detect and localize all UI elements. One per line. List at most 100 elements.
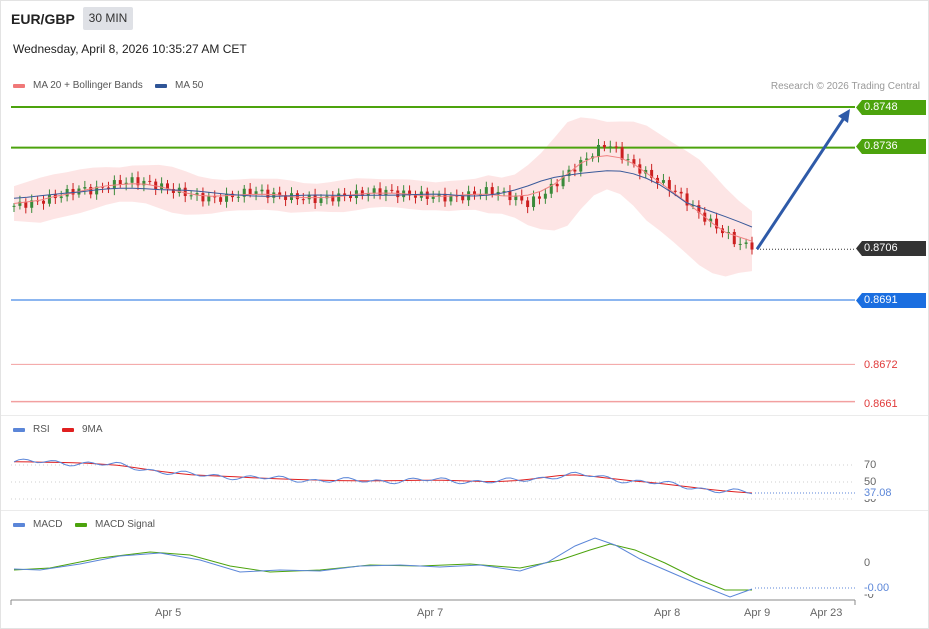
support-1-tag: 0.8691 xyxy=(856,293,926,308)
candle-body xyxy=(543,193,547,199)
candle-body xyxy=(502,191,506,193)
x-tick-apr8: Apr 8 xyxy=(654,607,681,619)
candle-body xyxy=(715,218,719,229)
legend-rsi-ma: 9MA xyxy=(62,424,103,435)
candle-body xyxy=(413,195,417,198)
macd-level-lower: -0 xyxy=(864,589,874,601)
support-3-label: 0.8661 xyxy=(864,398,898,410)
candle-body xyxy=(83,187,87,189)
candle-body xyxy=(130,177,134,183)
candle-body xyxy=(561,176,565,187)
candle-body xyxy=(284,195,288,200)
legend-macd-signal: MACD Signal xyxy=(75,519,155,530)
x-tick-apr9: Apr 9 xyxy=(744,607,771,619)
legend-rsi-label: RSI xyxy=(33,424,50,435)
legend-rsi: RSI xyxy=(13,424,50,435)
candle-body xyxy=(189,195,193,197)
candle-body xyxy=(526,200,530,208)
candle-body xyxy=(697,205,701,213)
candle-body xyxy=(449,195,453,202)
chart-datetime: Wednesday, April 8, 2026 10:35:27 AM CET xyxy=(13,42,247,56)
candle-body xyxy=(679,191,683,194)
candle-body xyxy=(484,187,488,195)
candle-body xyxy=(47,194,51,204)
candle-body xyxy=(738,243,742,245)
candle-body xyxy=(160,183,164,190)
candle-body xyxy=(201,193,205,202)
candle-body xyxy=(59,196,63,199)
candle-body xyxy=(602,144,606,148)
projection-arrow-head xyxy=(838,109,850,123)
candle-body xyxy=(632,159,636,165)
candle-body xyxy=(490,187,494,195)
candle-body xyxy=(313,194,317,204)
macd-value-label: -0.00 xyxy=(864,582,890,594)
candle-body xyxy=(443,193,447,202)
rsi-level-70: 70 xyxy=(864,459,877,471)
candle-body xyxy=(236,196,240,198)
candle-body xyxy=(650,169,654,178)
candle-body xyxy=(473,191,477,195)
candle-body xyxy=(248,188,252,195)
candle-body xyxy=(18,201,22,206)
candle-body xyxy=(183,187,187,197)
resistance-2-tag: 0.8748 xyxy=(856,100,926,115)
rsi-ma-line xyxy=(13,461,753,494)
candle-body xyxy=(644,169,648,174)
candle-body xyxy=(71,188,75,195)
candle-body xyxy=(661,180,665,183)
candle-body xyxy=(307,194,311,200)
candle-body xyxy=(207,196,211,202)
candle-body xyxy=(750,242,754,250)
legend-ma20-label: MA 20 + Bollinger Bands xyxy=(33,80,143,91)
candle-body xyxy=(425,191,429,199)
candle-body xyxy=(95,186,99,195)
candle-body xyxy=(349,195,353,199)
legend-ma50-label: MA 50 xyxy=(175,80,204,91)
candle-body xyxy=(709,218,713,222)
legend-macd-label: MACD xyxy=(33,519,63,530)
candle-body xyxy=(166,183,170,189)
candle-body xyxy=(142,180,146,186)
rsi-value-label: 37.08 xyxy=(864,487,892,499)
candle-body xyxy=(319,198,323,204)
rsi-line xyxy=(13,458,753,495)
rsi-swatch xyxy=(13,427,25,432)
macd-line xyxy=(13,537,753,598)
candle-body xyxy=(626,159,630,161)
symbol-label[interactable]: EUR/GBP xyxy=(11,11,75,27)
candle-body xyxy=(366,193,370,196)
timeframe-button[interactable]: 30 MIN xyxy=(83,7,133,30)
candle-body xyxy=(691,205,695,207)
candle-body xyxy=(331,195,335,202)
candle-body xyxy=(532,196,536,208)
candle-body xyxy=(42,200,46,204)
candle-body xyxy=(437,193,441,197)
rsi-separator xyxy=(1,415,928,416)
legend-macd-signal-label: MACD Signal xyxy=(95,519,156,530)
candle-body xyxy=(579,159,583,172)
candle-body xyxy=(12,205,16,207)
candle-body xyxy=(596,144,600,157)
candle-body xyxy=(585,158,589,160)
candle-body xyxy=(30,200,34,208)
rsi-ma-swatch xyxy=(62,427,74,432)
support-2-label: 0.8672 xyxy=(864,359,898,371)
bollinger-band xyxy=(14,117,752,277)
candle-body xyxy=(514,195,518,201)
candle-body xyxy=(520,195,524,201)
candle-body xyxy=(555,183,559,187)
candle-body xyxy=(360,190,364,196)
candle-body xyxy=(213,196,217,198)
candle-body xyxy=(685,193,689,206)
legend-ma20: MA 20 + Bollinger Bands xyxy=(13,80,143,91)
x-tick-apr5: Apr 5 xyxy=(155,607,182,619)
candle-body xyxy=(112,180,116,190)
candle-body xyxy=(384,189,388,196)
candle-body xyxy=(148,180,152,182)
candle-body xyxy=(573,169,577,172)
current-price-tag: 0.8706 xyxy=(856,241,926,256)
candle-body xyxy=(24,201,28,208)
candle-body xyxy=(431,196,435,199)
